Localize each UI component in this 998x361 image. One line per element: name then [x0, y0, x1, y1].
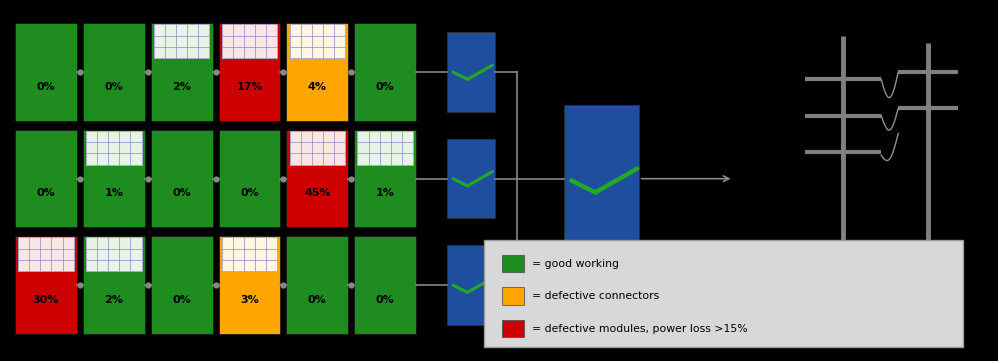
Bar — [447, 32, 495, 112]
Bar — [286, 236, 348, 334]
Bar — [83, 236, 145, 334]
Text: = defective modules, power loss >15%: = defective modules, power loss >15% — [532, 323, 748, 334]
Text: 3%: 3% — [241, 295, 258, 305]
Bar — [286, 23, 348, 121]
Text: 17%: 17% — [237, 82, 262, 92]
Bar — [502, 320, 524, 337]
Bar — [15, 236, 77, 334]
Text: 0%: 0% — [308, 295, 326, 305]
Text: = defective connectors: = defective connectors — [532, 291, 660, 301]
Text: 0%: 0% — [173, 295, 191, 305]
Text: 2%: 2% — [173, 82, 191, 92]
Bar — [354, 236, 416, 334]
Text: 0%: 0% — [376, 82, 394, 92]
Bar — [83, 130, 145, 227]
Bar — [484, 240, 963, 347]
Bar — [83, 23, 145, 121]
Bar — [222, 237, 277, 271]
Bar — [447, 245, 495, 325]
Bar — [354, 23, 416, 121]
Text: 0%: 0% — [37, 82, 55, 92]
Text: 4%: 4% — [307, 82, 327, 92]
Bar — [289, 24, 345, 58]
Bar — [15, 23, 77, 121]
Text: 1%: 1% — [376, 188, 394, 198]
Bar — [219, 23, 280, 121]
Text: 0%: 0% — [37, 188, 55, 198]
Bar — [18, 237, 74, 271]
Bar — [447, 139, 495, 218]
Text: 1%: 1% — [105, 188, 123, 198]
Bar — [502, 287, 524, 305]
Text: 0%: 0% — [105, 82, 123, 92]
Bar — [15, 130, 77, 227]
Text: 30%: 30% — [33, 295, 59, 305]
Bar — [154, 24, 210, 58]
Bar — [222, 24, 277, 58]
Text: 0%: 0% — [241, 188, 258, 198]
Bar — [151, 130, 213, 227]
Text: = good working: = good working — [532, 258, 619, 269]
Bar — [219, 236, 280, 334]
Bar — [151, 236, 213, 334]
Bar — [289, 131, 345, 165]
Bar — [219, 130, 280, 227]
Bar — [286, 130, 348, 227]
Bar — [354, 130, 416, 227]
Text: 0%: 0% — [376, 295, 394, 305]
Bar — [151, 23, 213, 121]
Bar — [86, 131, 142, 165]
Text: 0%: 0% — [173, 188, 191, 198]
Bar — [357, 131, 413, 165]
Bar — [86, 237, 142, 271]
Text: 2%: 2% — [105, 295, 123, 305]
Bar — [502, 255, 524, 272]
Bar — [564, 105, 639, 256]
Text: 45%: 45% — [304, 188, 330, 198]
